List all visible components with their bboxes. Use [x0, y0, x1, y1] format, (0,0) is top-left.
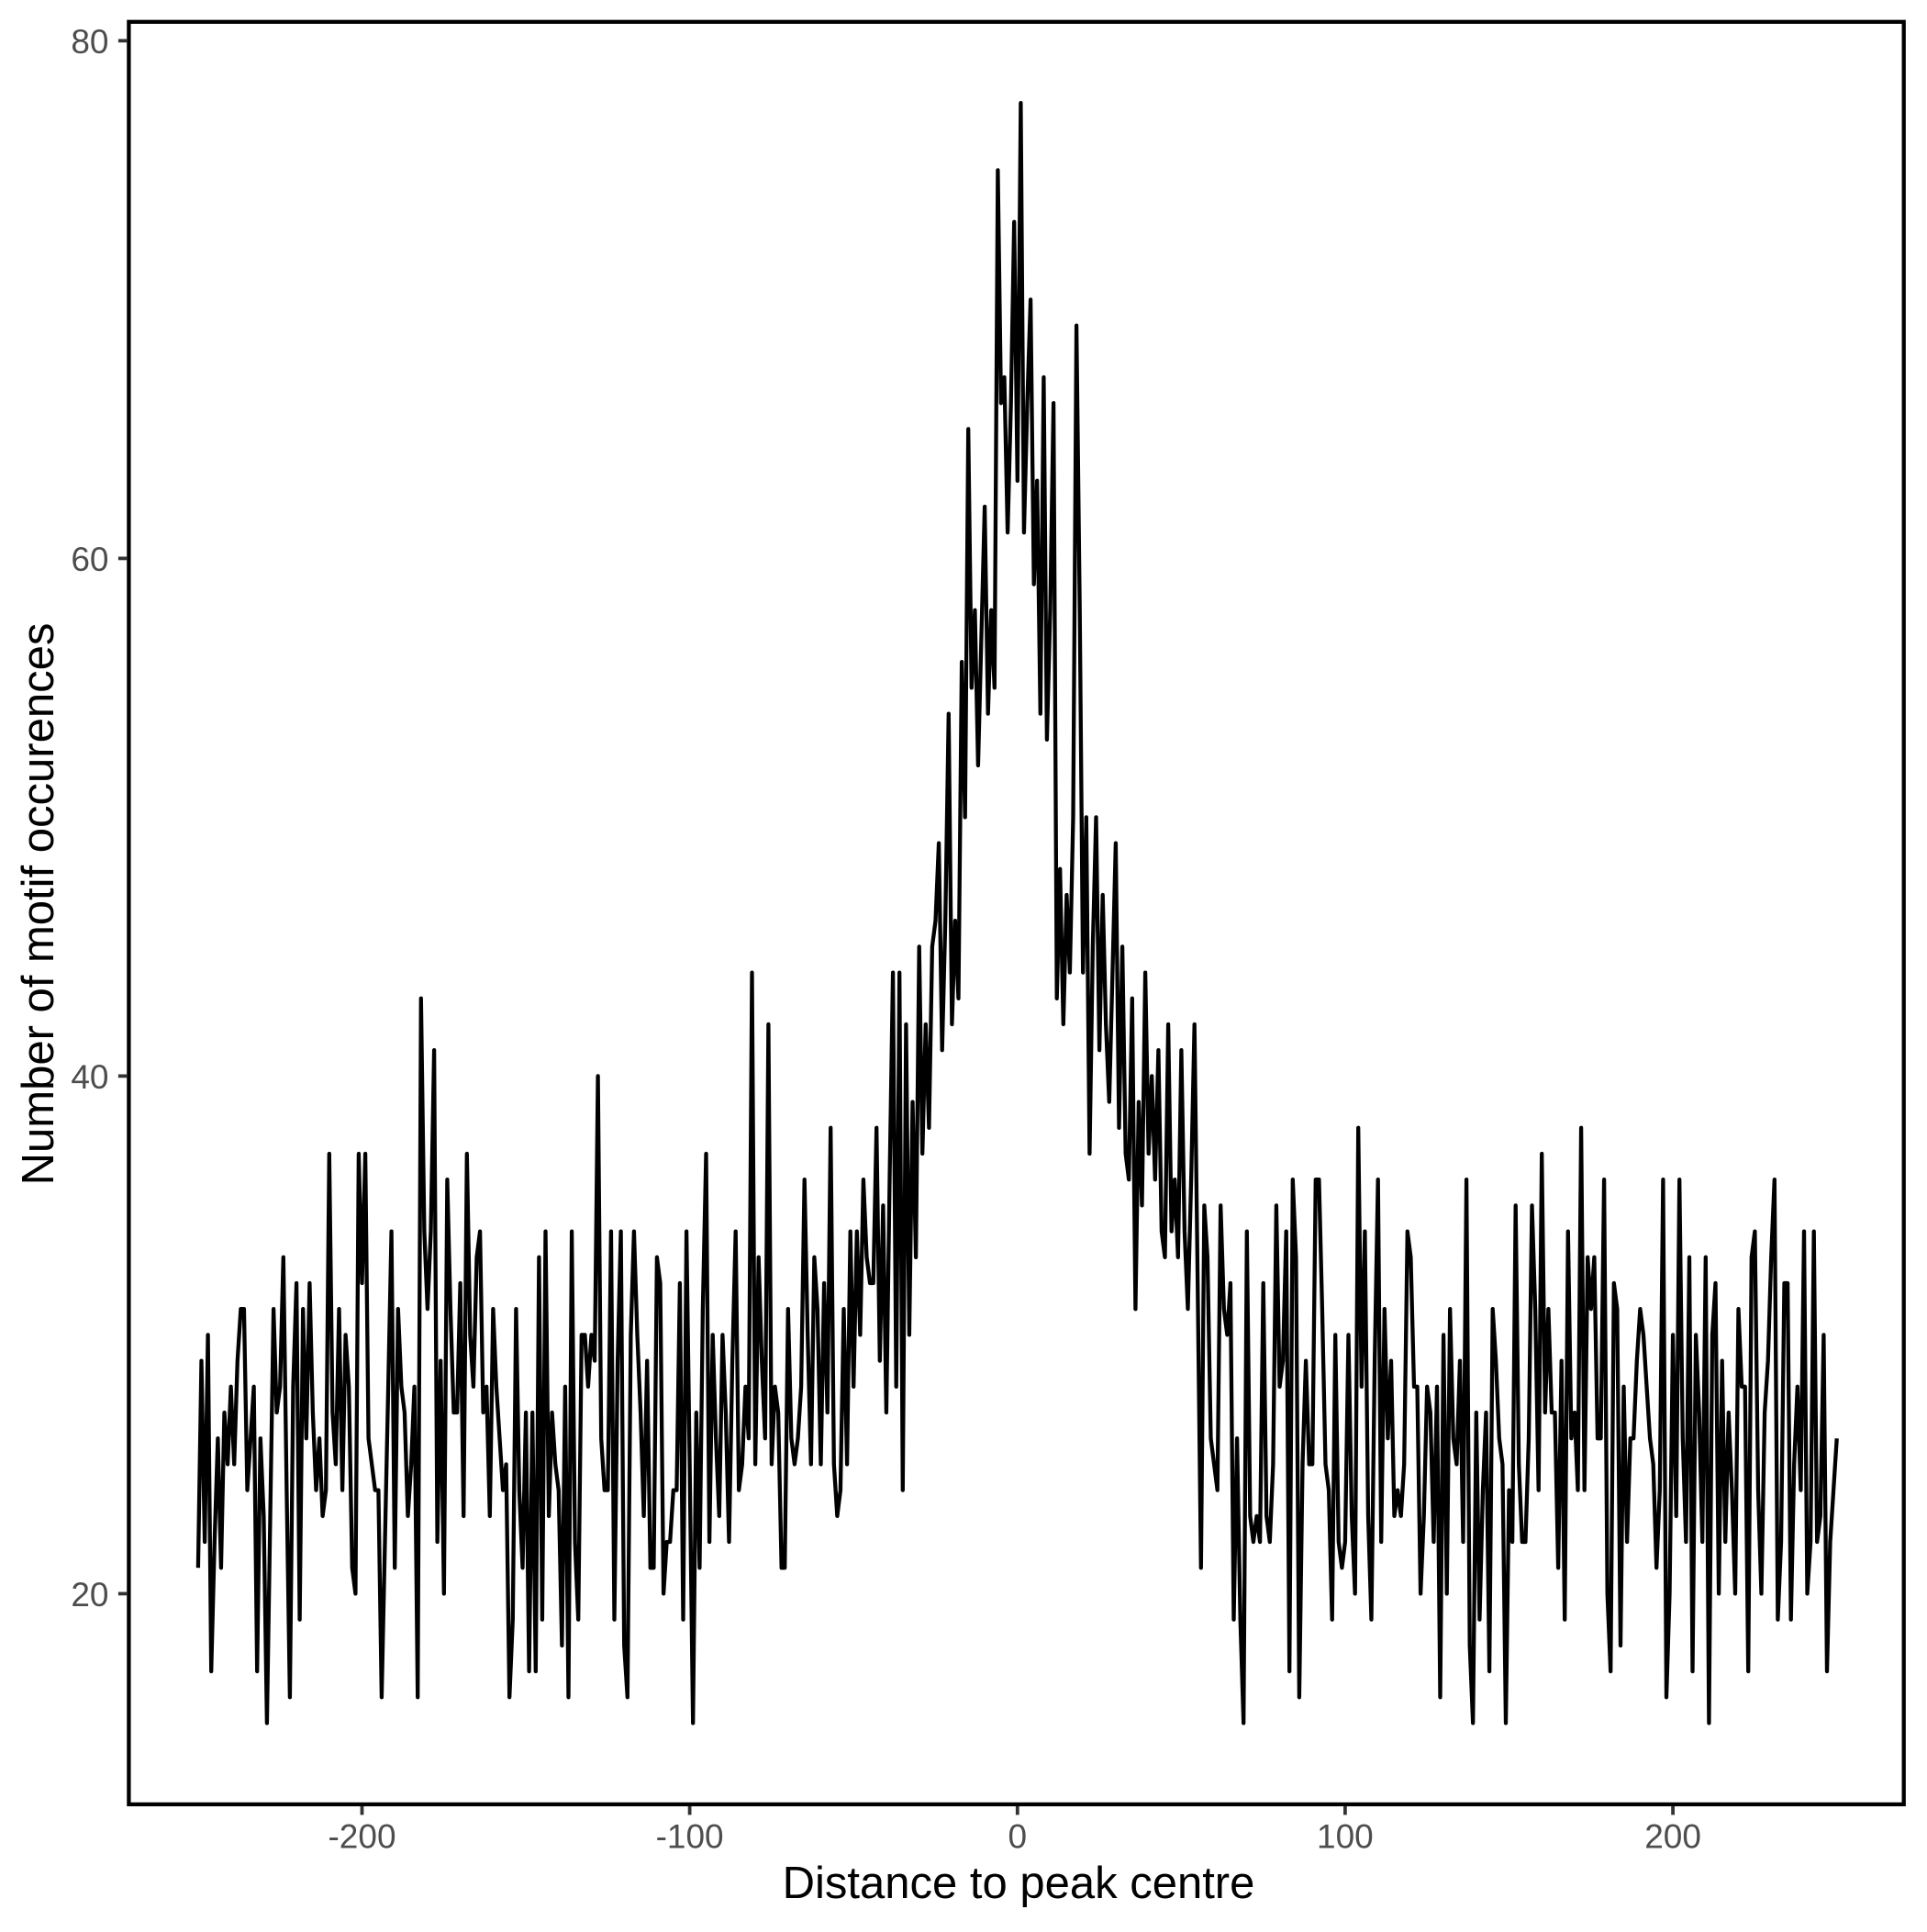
svg-text:100: 100: [1317, 1818, 1374, 1856]
svg-text:Distance to peak centre: Distance to peak centre: [783, 1859, 1255, 1908]
svg-text:-100: -100: [656, 1818, 724, 1856]
svg-text:20: 20: [71, 1576, 108, 1614]
svg-text:200: 200: [1644, 1818, 1701, 1856]
svg-text:Number of motif occurences: Number of motif occurences: [14, 623, 63, 1186]
svg-text:80: 80: [71, 23, 108, 61]
svg-text:-200: -200: [328, 1818, 395, 1856]
svg-text:40: 40: [71, 1058, 108, 1096]
svg-text:60: 60: [71, 541, 108, 578]
svg-text:0: 0: [1008, 1818, 1028, 1856]
